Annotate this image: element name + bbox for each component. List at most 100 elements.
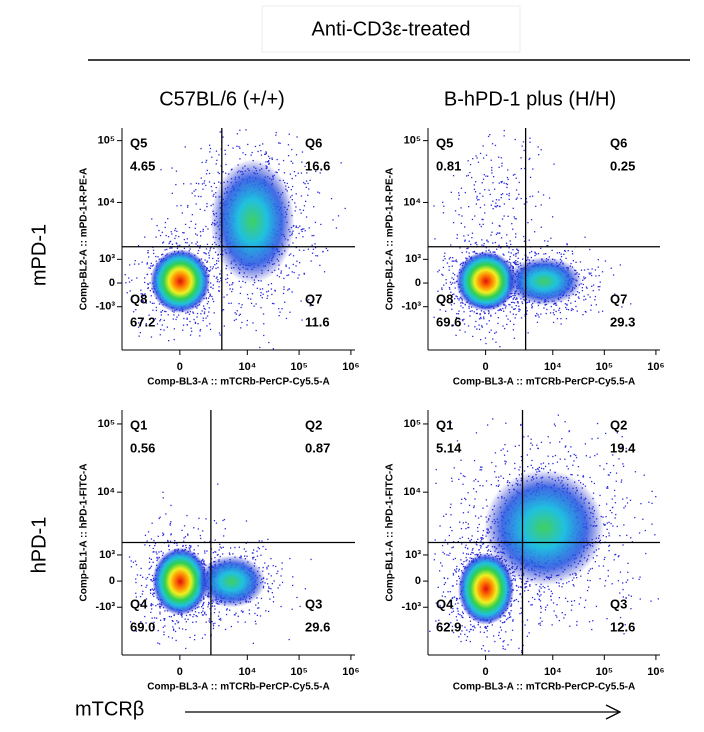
event-dot: [546, 604, 549, 606]
event-dot: [485, 546, 487, 549]
event-dot: [154, 617, 156, 619]
event-dot: [470, 538, 473, 541]
event-dot: [205, 297, 207, 299]
event-dot: [513, 262, 516, 264]
event-dot: [515, 252, 518, 255]
event-dot: [521, 651, 523, 654]
event-dot: [503, 254, 505, 256]
event-dot: [240, 286, 242, 288]
event-dot: [459, 521, 461, 523]
event-dot: [156, 323, 159, 325]
event-dot: [182, 329, 184, 331]
event-dot: [268, 610, 270, 613]
event-dot: [269, 598, 271, 600]
event-dot: [218, 549, 220, 551]
event-dot: [295, 246, 297, 249]
event-dot: [217, 279, 219, 281]
event-dot: [218, 154, 220, 156]
event-dot: [538, 623, 540, 625]
event-dot: [148, 557, 151, 559]
event-dot: [292, 185, 294, 188]
event-dot: [301, 151, 304, 153]
event-dot: [162, 253, 164, 255]
event-dot: [585, 298, 587, 300]
event-dot: [504, 327, 506, 330]
event-dot: [452, 257, 454, 259]
event-dot: [202, 603, 205, 605]
event-dot: [309, 305, 311, 307]
event-dot: [288, 133, 290, 135]
event-dot: [512, 261, 515, 264]
event-dot: [512, 249, 514, 251]
event-dot: [565, 318, 568, 320]
event-dot: [479, 314, 481, 316]
event-dot: [191, 242, 193, 244]
event-dot: [452, 260, 455, 262]
event-dot: [218, 281, 220, 283]
event-dot: [130, 566, 133, 568]
event-dot: [475, 432, 478, 434]
event-dot: [499, 225, 501, 227]
event-dot: [502, 307, 504, 310]
event-dot: [565, 306, 567, 309]
event-dot: [313, 234, 315, 237]
event-dot: [520, 317, 523, 319]
event-dot: [160, 328, 162, 331]
event-dot: [466, 553, 468, 555]
event-dot: [514, 578, 516, 580]
event-dot: [485, 175, 487, 177]
event-dot: [491, 624, 493, 626]
event-dot: [319, 172, 321, 174]
quadrant-percent: 67.2: [130, 314, 155, 329]
event-dot: [210, 282, 212, 284]
event-dot: [170, 616, 172, 618]
event-dot: [160, 311, 162, 313]
event-dot: [521, 301, 523, 303]
event-dot: [515, 236, 517, 238]
event-dot: [140, 289, 142, 291]
event-dot: [272, 596, 275, 598]
event-dot: [147, 287, 149, 290]
event-dot: [163, 631, 165, 633]
event-dot: [212, 625, 215, 627]
event-dot: [471, 218, 474, 221]
event-dot: [167, 236, 170, 238]
event-dot: [168, 545, 170, 547]
event-dot: [197, 553, 199, 555]
event-dot: [193, 639, 196, 641]
event-dot: [205, 173, 208, 175]
event-dot: [167, 218, 169, 220]
event-dot: [167, 314, 169, 316]
event-dot: [139, 332, 141, 334]
event-dot: [312, 248, 315, 250]
event-dot: [295, 265, 297, 267]
event-dot: [192, 311, 194, 313]
event-dot: [218, 181, 220, 183]
event-dot: [459, 247, 461, 249]
event-dot: [517, 600, 520, 603]
event-dot: [203, 563, 206, 565]
event-dot: [470, 624, 472, 626]
event-dot: [566, 465, 568, 467]
event-dot: [152, 551, 154, 553]
event-dot: [189, 320, 191, 323]
event-dot: [213, 247, 215, 250]
event-dot: [304, 165, 306, 168]
event-dot: [441, 565, 443, 567]
event-dot: [569, 625, 571, 627]
event-dot: [129, 290, 131, 292]
event-dot: [211, 156, 213, 158]
event-dot: [556, 252, 558, 254]
event-dot: [506, 323, 508, 326]
event-dot: [214, 264, 216, 266]
event-dot: [552, 312, 554, 314]
event-dot: [184, 536, 187, 538]
event-dot: [478, 199, 480, 201]
event-dot: [503, 215, 505, 217]
event-dot: [538, 316, 540, 318]
event-dot: [466, 175, 468, 177]
event-dot: [156, 617, 158, 619]
event-dot: [592, 284, 595, 286]
event-dot: [154, 318, 157, 320]
event-dot: [169, 240, 172, 242]
